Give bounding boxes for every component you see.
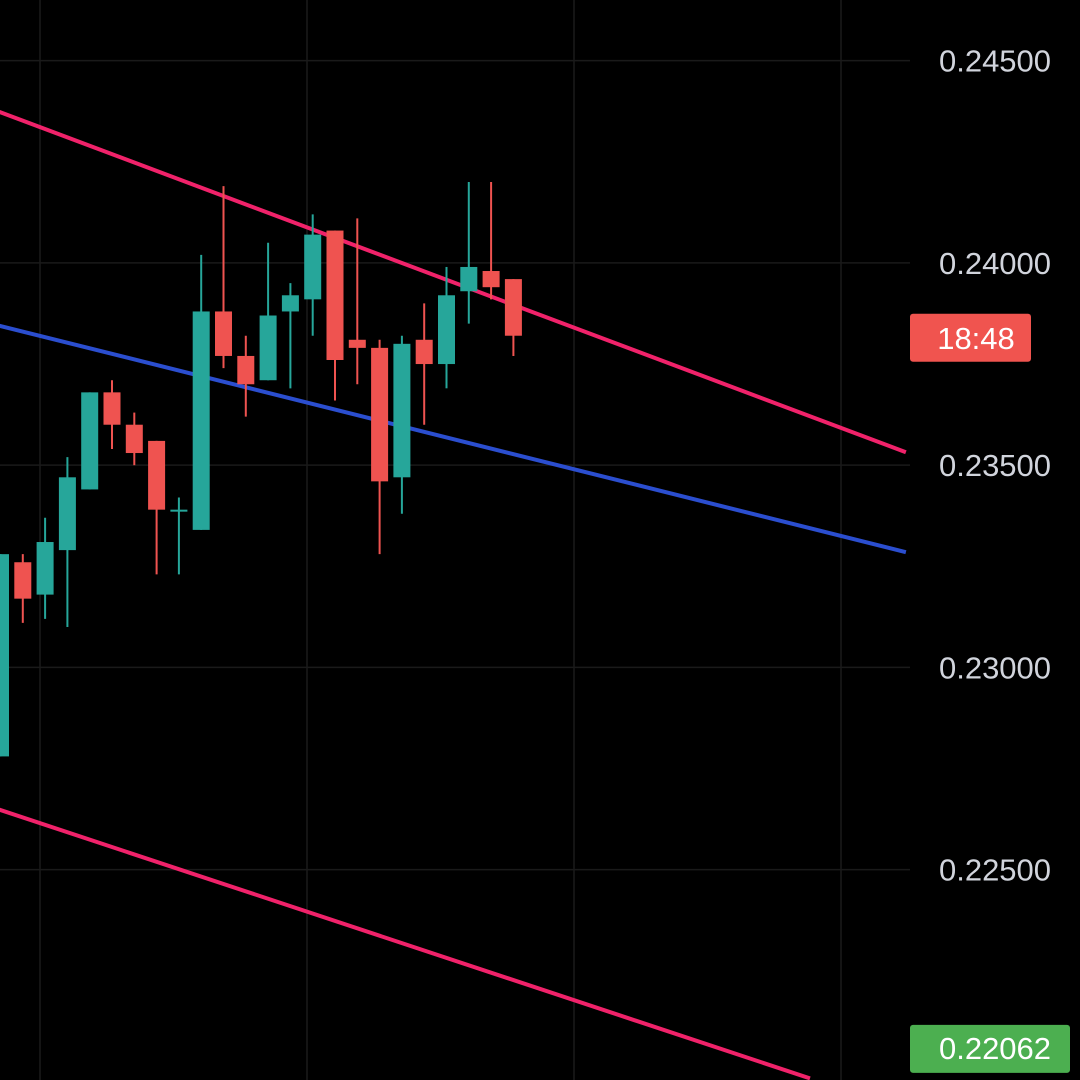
candles xyxy=(0,182,522,757)
candle-4 xyxy=(81,392,99,490)
y-tick-label-4: 0.22500 xyxy=(939,853,1051,888)
candle-body-0 xyxy=(0,554,9,757)
candle-body-1 xyxy=(14,562,32,599)
vertical-gridlines xyxy=(39,0,842,1080)
candle-body-8 xyxy=(170,509,188,512)
candle-8 xyxy=(170,497,188,575)
candle-body-20 xyxy=(438,295,455,365)
y-tick-label-0: 0.24500 xyxy=(939,44,1051,79)
candle-body-17 xyxy=(371,347,389,482)
candle-0 xyxy=(0,554,9,757)
candle-body-22 xyxy=(482,271,500,288)
y-tick-label-1: 0.24000 xyxy=(939,246,1051,281)
candle-2 xyxy=(36,517,54,619)
candle-body-7 xyxy=(148,440,166,510)
candle-body-4 xyxy=(81,392,99,490)
trendline-channel-lower xyxy=(0,807,811,1080)
countdown-badge-bg xyxy=(910,313,1031,362)
trendline-channel-upper xyxy=(0,109,907,455)
horizontal-gridlines xyxy=(0,59,910,871)
candle-body-21 xyxy=(460,266,478,292)
candle-23 xyxy=(504,279,522,356)
candle-body-13 xyxy=(281,295,299,312)
candle-16 xyxy=(348,218,366,385)
candle-12 xyxy=(259,242,277,381)
candle-13 xyxy=(281,283,299,389)
candle-body-19 xyxy=(415,339,433,365)
price-axis[interactable]: 0.24500 0.24000 0.23500 0.23000 0.22500 xyxy=(939,44,1051,888)
candle-17 xyxy=(371,339,389,555)
candle-18 xyxy=(393,335,411,514)
candle-14 xyxy=(304,214,322,336)
candle-22 xyxy=(482,182,500,300)
candle-10 xyxy=(215,186,232,369)
candle-3 xyxy=(58,457,76,627)
candle-body-9 xyxy=(192,311,210,530)
low-price-text: 0.22062 xyxy=(939,1031,1051,1066)
trendlines xyxy=(0,109,907,1080)
candle-body-12 xyxy=(259,315,277,381)
candle-body-5 xyxy=(103,392,121,425)
countdown-text: 18:48 xyxy=(937,321,1015,356)
candle-5 xyxy=(103,380,121,449)
candle-body-11 xyxy=(237,355,255,385)
candle-body-2 xyxy=(36,542,54,595)
candle-body-15 xyxy=(326,230,344,360)
candle-body-14 xyxy=(304,234,322,300)
candle-body-18 xyxy=(393,343,411,478)
y-tick-label-2: 0.23500 xyxy=(939,448,1051,483)
y-tick-label-3: 0.23000 xyxy=(939,650,1051,685)
candle-9 xyxy=(192,254,210,530)
candle-body-16 xyxy=(348,339,366,348)
candle-19 xyxy=(415,303,433,425)
trendline-channel-mid xyxy=(0,323,907,555)
candle-7 xyxy=(148,440,166,575)
candle-21 xyxy=(460,182,478,324)
candle-1 xyxy=(14,554,32,623)
candle-6 xyxy=(125,412,143,466)
candle-body-10 xyxy=(215,311,232,356)
candle-11 xyxy=(237,335,255,417)
candle-body-6 xyxy=(125,424,143,454)
candle-15 xyxy=(326,230,344,401)
low-price-badge-bg xyxy=(910,1024,1070,1073)
candle-body-23 xyxy=(504,279,522,336)
candle-body-3 xyxy=(58,477,76,551)
low-price-badge: 0.22062 xyxy=(910,1024,1070,1073)
countdown-badge: 18:48 xyxy=(910,313,1031,362)
candle-20 xyxy=(438,266,455,389)
